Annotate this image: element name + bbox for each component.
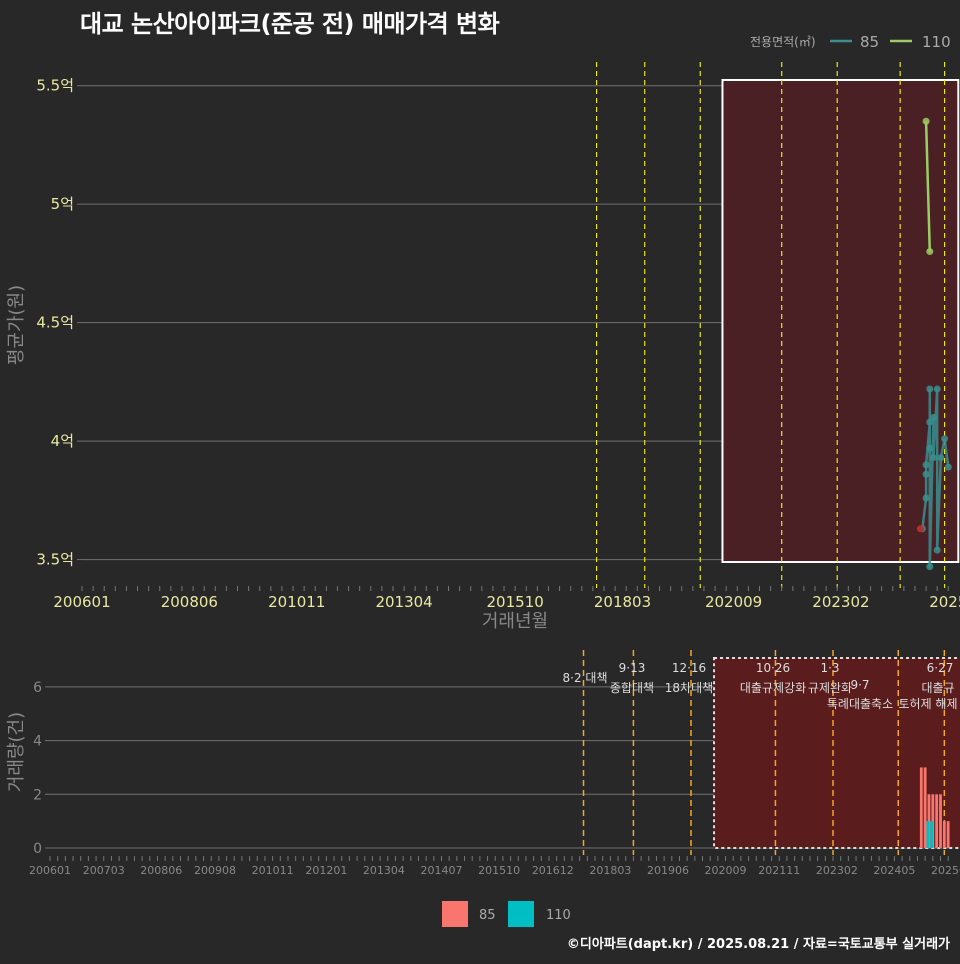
bottom-x-tick-label: 202508 <box>931 864 960 877</box>
bottom-x-tick-label: 201906 <box>647 864 689 877</box>
bottom-y-axis-title: 거래량(건) <box>6 712 27 792</box>
bar-85 <box>927 794 931 848</box>
bottom-y-tick-label: 6 <box>33 680 42 696</box>
bottom-x-tick-label: 201304 <box>363 864 405 877</box>
policy-label: 규제완화 <box>808 681 852 695</box>
bar-85 <box>935 794 939 848</box>
series-85-point <box>937 454 945 462</box>
bottom-y-tick-label: 4 <box>33 734 42 750</box>
bar-85 <box>942 821 946 848</box>
top-x-tick-label: 201304 <box>375 593 432 611</box>
policy-label: 대출규 <box>921 681 954 695</box>
bottom-legend-85-label: 85 <box>479 908 496 923</box>
credit-text: ©디아파트(dapt.kr) / 2025.08.21 / 자료=국토교통부 실… <box>566 937 950 952</box>
top-y-tick-label: 5억 <box>51 195 74 213</box>
bottom-legend-110-label: 110 <box>546 908 571 923</box>
series-85-point <box>944 463 952 471</box>
policy-label: 토허제 해제 <box>898 697 957 711</box>
policy-label: 18차대책 <box>665 680 713 695</box>
bar-85 <box>946 821 950 848</box>
bottom-x-tick-label: 201011 <box>252 864 294 877</box>
bottom-x-tick-label: 201510 <box>478 864 520 877</box>
top-x-tick-label: 202302 <box>812 593 869 611</box>
bottom-x-tick-label: 202405 <box>873 864 915 877</box>
bottom-x-tick-label: 201612 <box>532 864 574 877</box>
legend-110-label: 110 <box>922 33 951 51</box>
top-y-tick-label: 4.5억 <box>36 314 74 332</box>
bar-85 <box>931 794 935 848</box>
policy-label: 10·26 <box>756 661 790 675</box>
series-85-point <box>929 454 937 462</box>
bottom-x-tick-label: 202111 <box>758 864 800 877</box>
top-x-tick-label: 200806 <box>161 593 218 611</box>
series-110-point <box>926 248 934 256</box>
series-85-point <box>922 461 930 469</box>
bottom-x-tick-label: 202302 <box>816 864 858 877</box>
bottom-x-tick-label: 200806 <box>140 864 182 877</box>
policy-label: 9·7 <box>850 678 869 692</box>
top-x-tick-label: 201510 <box>487 593 544 611</box>
series-85-point <box>926 385 934 393</box>
bar-85 <box>923 767 927 848</box>
bottom-x-tick-label: 200908 <box>194 864 236 877</box>
policy-label: 종합대책 <box>610 680 654 695</box>
bottom-x-tick-label: 200703 <box>83 864 125 877</box>
bottom-legend-85-swatch <box>442 901 468 927</box>
top-x-tick-label: 2025 <box>929 593 960 611</box>
bottom-y-tick-label: 2 <box>33 787 42 803</box>
top-x-axis-title: 거래년월 <box>482 611 548 632</box>
series-85-outlier-point <box>916 525 924 533</box>
series-85-point <box>941 435 949 443</box>
legend-85-label: 85 <box>860 33 879 51</box>
top-y-axis-title: 평균가(원) <box>6 285 27 365</box>
policy-label: 특례대출축소 <box>827 697 893 711</box>
bar-110 <box>930 821 934 848</box>
bottom-highlight-box <box>713 657 960 849</box>
series-85-point <box>926 418 934 426</box>
bottom-x-tick-label: 201201 <box>305 864 347 877</box>
bottom-x-tick-label: 200601 <box>29 864 71 877</box>
policy-label: 1·3 <box>820 661 839 675</box>
top-x-tick-label: 201011 <box>268 593 325 611</box>
series-85-point <box>933 546 941 554</box>
series-85-point <box>929 413 937 421</box>
top-x-tick-label: 200601 <box>53 593 110 611</box>
policy-label: 9·13 <box>619 661 646 675</box>
bottom-x-tick-label: 201803 <box>589 864 631 877</box>
bar-85 <box>919 767 923 848</box>
series-85-point <box>926 563 934 571</box>
bottom-x-tick-label: 201407 <box>421 864 463 877</box>
bottom-legend-110-swatch <box>508 901 534 927</box>
top-y-tick-label: 5.5억 <box>36 77 74 95</box>
top-highlight-box <box>721 79 960 563</box>
policy-label: 6·27 <box>927 661 954 675</box>
series-85-point <box>922 470 930 478</box>
bottom-x-tick-label: 202009 <box>705 864 747 877</box>
top-y-tick-label: 3.5억 <box>36 551 74 569</box>
series-85-point <box>926 444 934 452</box>
bar-85 <box>939 794 942 848</box>
policy-label: 12·16 <box>672 661 706 675</box>
series-85-point <box>922 494 930 502</box>
series-110-point <box>922 117 930 125</box>
top-legend-title: 전용면적(㎡) <box>750 35 816 49</box>
series-110-line <box>924 121 932 252</box>
bottom-y-tick-label: 0 <box>33 841 42 857</box>
policy-label: 8·2 대책 <box>563 670 608 685</box>
bar-110 <box>926 821 930 848</box>
top-y-tick-label: 4억 <box>51 432 74 450</box>
top-x-tick-label: 202009 <box>705 593 762 611</box>
policy-label: 대출규제강화 <box>740 681 806 695</box>
series-85-point <box>933 385 941 393</box>
chart-title: 대교 논산아이파크(준공 전) 매매가격 변화 <box>80 10 500 38</box>
top-x-tick-label: 201803 <box>594 593 651 611</box>
